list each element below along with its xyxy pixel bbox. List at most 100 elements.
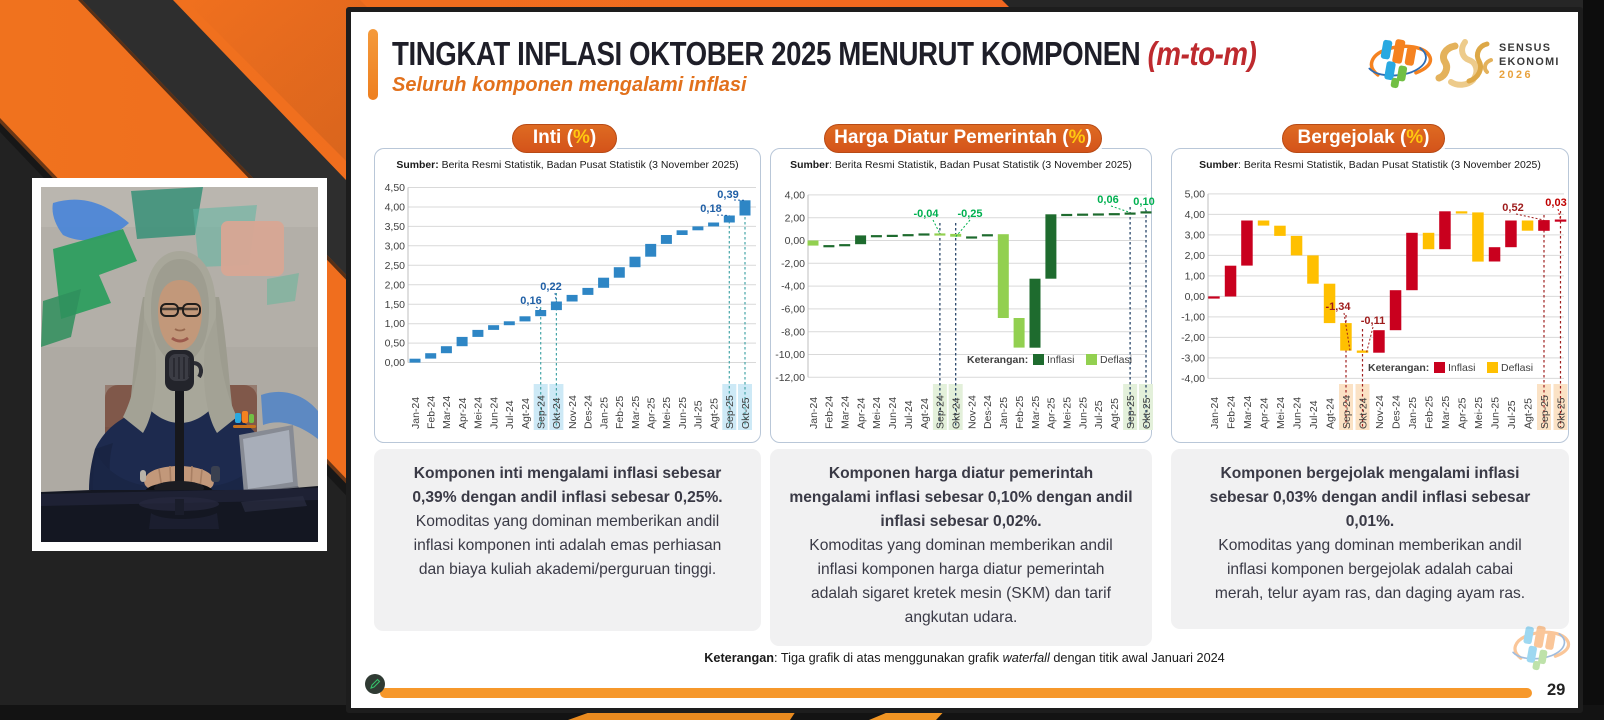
svg-text:Mei-25: Mei-25: [1473, 396, 1485, 428]
svg-text:Feb-24: Feb-24: [1225, 395, 1237, 428]
svg-text:Jun-24: Jun-24: [887, 396, 899, 428]
svg-text:Inflasi: Inflasi: [1448, 362, 1475, 374]
svg-text:Des-24: Des-24: [583, 394, 595, 428]
svg-text:-2,00: -2,00: [781, 257, 805, 269]
svg-text:-8,00: -8,00: [781, 326, 805, 338]
svg-text:3,00: 3,00: [1185, 229, 1206, 241]
svg-text:Apr-25: Apr-25: [1456, 397, 1468, 429]
svg-text:Sep-24: Sep-24: [536, 394, 548, 428]
svg-text:Sep-25: Sep-25: [1125, 394, 1137, 428]
svg-text:-4,00: -4,00: [1181, 373, 1205, 385]
svg-text:Agt-25: Agt-25: [1109, 397, 1121, 428]
svg-text:Sep-25: Sep-25: [1539, 394, 1551, 428]
svg-text:Deflasi: Deflasi: [1100, 354, 1132, 366]
svg-text:1,50: 1,50: [385, 298, 406, 310]
svg-text:3,50: 3,50: [385, 221, 406, 233]
svg-text:Keterangan:: Keterangan:: [967, 354, 1028, 366]
svg-text:0,00: 0,00: [1185, 291, 1206, 303]
svg-text:Mar-24: Mar-24: [441, 395, 453, 428]
svg-text:0,22: 0,22: [540, 281, 561, 293]
svg-text:-0,11: -0,11: [1361, 315, 1385, 327]
svg-text:Jan-25: Jan-25: [598, 396, 610, 428]
svg-text:Jan-24: Jan-24: [808, 396, 820, 428]
svg-text:Sep-24: Sep-24: [935, 394, 947, 428]
svg-text:Agt-25: Agt-25: [708, 397, 720, 428]
svg-text:Feb-25: Feb-25: [1014, 395, 1026, 428]
svg-text:Okt-24: Okt-24: [551, 397, 563, 429]
svg-text:Jan-25: Jan-25: [998, 396, 1010, 428]
svg-text:Jun-24: Jun-24: [488, 396, 500, 428]
svg-text:1,00: 1,00: [385, 318, 406, 330]
svg-text:Des-24: Des-24: [982, 394, 994, 428]
svg-text:Mar-25: Mar-25: [630, 395, 642, 428]
svg-text:Jul-25: Jul-25: [1506, 400, 1518, 429]
svg-text:2,50: 2,50: [385, 259, 406, 271]
svg-text:-3,00: -3,00: [1181, 352, 1205, 364]
svg-text:Agt-24: Agt-24: [1324, 397, 1336, 428]
svg-text:Apr-24: Apr-24: [1258, 397, 1270, 429]
svg-text:Jul-24: Jul-24: [504, 400, 516, 429]
svg-text:Deflasi: Deflasi: [1501, 362, 1533, 374]
svg-text:Nov-24: Nov-24: [1374, 394, 1386, 428]
svg-text:4,00: 4,00: [785, 189, 806, 201]
svg-text:Jun-25: Jun-25: [677, 396, 689, 428]
svg-text:-1,00: -1,00: [1181, 311, 1205, 323]
svg-text:Nov-24: Nov-24: [966, 394, 978, 428]
svg-text:Mei-24: Mei-24: [1275, 396, 1287, 428]
svg-text:Inflasi: Inflasi: [1047, 354, 1074, 366]
svg-text:0,10: 0,10: [1133, 196, 1154, 208]
svg-text:0,18: 0,18: [700, 203, 721, 215]
svg-text:0,03: 0,03: [1545, 197, 1566, 209]
svg-text:Okt-24: Okt-24: [1357, 397, 1369, 429]
svg-text:Okt-25: Okt-25: [1555, 397, 1567, 429]
svg-text:0,52: 0,52: [1502, 202, 1523, 214]
svg-text:2,00: 2,00: [785, 212, 806, 224]
svg-text:0,06: 0,06: [1097, 194, 1118, 206]
svg-text:Mei-25: Mei-25: [1062, 396, 1074, 428]
svg-text:Mei-24: Mei-24: [473, 396, 485, 428]
svg-text:Jul-25: Jul-25: [1093, 400, 1105, 429]
svg-text:0,16: 0,16: [520, 295, 541, 307]
svg-text:Agt-24: Agt-24: [919, 397, 931, 428]
svg-text:Apr-24: Apr-24: [855, 397, 867, 429]
svg-text:-6,00: -6,00: [781, 303, 805, 315]
svg-text:-0,25: -0,25: [957, 208, 982, 220]
svg-text:Des-24: Des-24: [1390, 394, 1402, 428]
svg-text:Nov-24: Nov-24: [567, 394, 579, 428]
svg-text:Okt-24: Okt-24: [951, 397, 963, 429]
svg-text:Sep-24: Sep-24: [1341, 394, 1353, 428]
svg-text:Mar-25: Mar-25: [1030, 395, 1042, 428]
svg-text:0,50: 0,50: [385, 337, 406, 349]
svg-text:Apr-24: Apr-24: [457, 397, 469, 429]
svg-text:Mar-24: Mar-24: [840, 395, 852, 428]
svg-text:0,00: 0,00: [785, 235, 806, 247]
svg-text:Okt-25: Okt-25: [1141, 397, 1153, 429]
svg-text:Feb-24: Feb-24: [426, 395, 438, 428]
svg-text:Sep-25: Sep-25: [724, 394, 736, 428]
svg-text:5,00: 5,00: [1185, 188, 1206, 200]
svg-text:-10,00: -10,00: [775, 349, 805, 361]
svg-text:Mar-24: Mar-24: [1242, 395, 1254, 428]
svg-text:Jun-24: Jun-24: [1291, 396, 1303, 428]
svg-text:Jul-25: Jul-25: [693, 400, 705, 429]
svg-text:Feb-24: Feb-24: [824, 395, 836, 428]
svg-text:2,00: 2,00: [385, 279, 406, 291]
svg-text:Jun-25: Jun-25: [1077, 396, 1089, 428]
svg-text:Agt-25: Agt-25: [1522, 397, 1534, 428]
svg-text:4,00: 4,00: [1185, 209, 1206, 221]
svg-text:Jun-25: Jun-25: [1489, 396, 1501, 428]
svg-text:-2,00: -2,00: [1181, 332, 1205, 344]
svg-text:Agt-24: Agt-24: [520, 397, 532, 428]
svg-text:-1,34: -1,34: [1325, 301, 1351, 313]
svg-text:Okt-25: Okt-25: [740, 397, 752, 429]
svg-text:Jan-24: Jan-24: [1209, 396, 1221, 428]
svg-text:4,00: 4,00: [385, 201, 406, 213]
svg-text:-12,00: -12,00: [775, 371, 805, 383]
svg-text:-4,00: -4,00: [781, 280, 805, 292]
svg-text:Mar-25: Mar-25: [1440, 395, 1452, 428]
svg-text:Apr-25: Apr-25: [1046, 397, 1058, 429]
svg-text:Mei-24: Mei-24: [871, 396, 883, 428]
svg-text:2,00: 2,00: [1185, 250, 1206, 262]
svg-text:Feb-25: Feb-25: [614, 395, 626, 428]
svg-text:3,00: 3,00: [385, 240, 406, 252]
